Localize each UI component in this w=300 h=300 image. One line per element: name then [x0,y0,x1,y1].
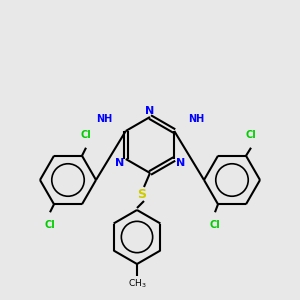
Text: N: N [176,158,185,168]
Text: Cl: Cl [45,220,56,230]
Text: Cl: Cl [81,130,92,140]
Text: N: N [115,158,124,168]
Text: S: S [137,188,146,202]
Text: Cl: Cl [210,220,220,230]
Text: NH: NH [96,114,112,124]
Text: Cl: Cl [246,130,256,140]
Text: NH: NH [188,114,204,124]
Text: CH$_3$: CH$_3$ [128,278,146,290]
Text: N: N [146,106,154,116]
